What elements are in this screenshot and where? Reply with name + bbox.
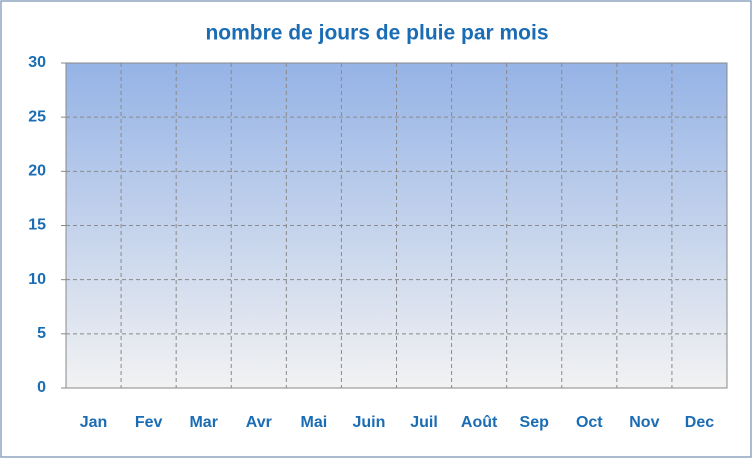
y-tick-label: 20 <box>28 163 46 180</box>
y-tick-label: 15 <box>28 217 46 234</box>
x-tick-label: Jan <box>80 414 108 431</box>
y-tick-label: 0 <box>37 379 46 396</box>
chart-title: nombre de jours de pluie par mois <box>205 22 548 45</box>
x-tick-label: Sep <box>520 414 550 431</box>
y-tick-label: 10 <box>28 271 46 288</box>
x-tick-label: Juil <box>410 414 438 431</box>
x-tick-label: Avr <box>246 414 272 431</box>
y-tick-label: 5 <box>37 325 46 342</box>
x-tick-label: Fev <box>135 414 163 431</box>
x-tick-label: Mai <box>301 414 328 431</box>
y-tick-label: 25 <box>28 108 46 125</box>
y-tick-label: 30 <box>28 54 46 71</box>
x-tick-label: Dec <box>685 414 714 431</box>
x-tick-label: Août <box>461 414 498 431</box>
x-tick-label: Nov <box>629 414 659 431</box>
x-tick-label: Juin <box>353 414 386 431</box>
x-tick-label: Oct <box>576 414 603 431</box>
x-tick-label: Mar <box>189 414 217 431</box>
